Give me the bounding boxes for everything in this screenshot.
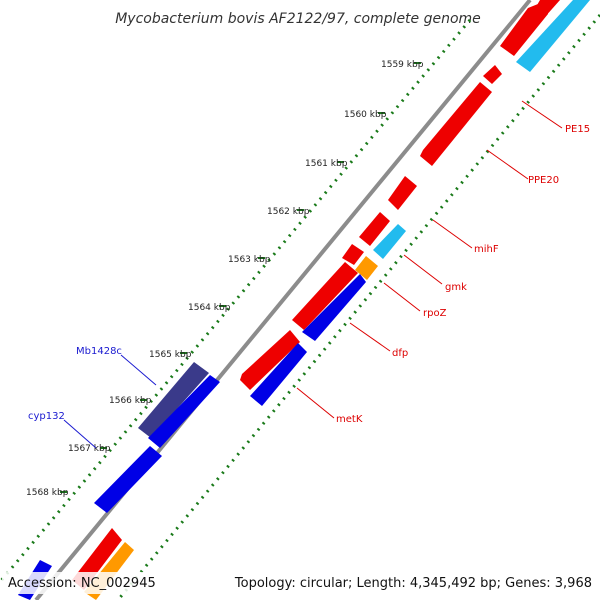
tick-label-1567: 1567 kbp [68,444,111,454]
tick-label-1564: 1564 kbp [188,303,231,313]
gene-label-cyp132: cyp132 [28,411,65,422]
gene-label-mihf: mihF [474,244,499,255]
topology-text: Topology: circular; Length: 4,345,492 bp… [234,576,592,591]
outer-dotted-ring [0,19,472,583]
genome-backbone [34,0,532,600]
gene-features [18,0,590,600]
tick-label-1562: 1562 kbp [267,207,310,217]
accession-text: Accession: NC_002945 [8,576,156,591]
gene-arrow-red-dfp[interactable] [292,262,358,330]
gene-arrow-blue-cyp132[interactable] [94,446,162,513]
footer-left-bg [2,572,148,594]
footer-right-bg [256,572,596,594]
leader-lines [63,100,563,449]
gene-arrow-red-small[interactable] [483,65,502,84]
gene-arrow-red-ppe20[interactable] [420,82,492,166]
map-title: Mycobacterium bovis AF2122/97, complete … [115,11,481,27]
gene-arrow-red-metk[interactable] [240,330,300,390]
gene-arrow-cyan-pe15[interactable] [516,0,590,72]
gene-label-pe15: PE15 [565,124,590,135]
tick-marks [60,62,421,493]
gene-arrow-red-a[interactable] [359,212,390,246]
gene-arrow-navy-mb1428c[interactable] [138,362,209,438]
gene-arrow-blue-a[interactable] [148,375,220,448]
gene-label-gmk: gmk [445,282,467,293]
gene-arrow-red-pe15[interactable] [500,0,548,56]
tick-label-1566: 1566 kbp [109,396,152,406]
tick-label-1565: 1565 kbp [149,350,192,360]
gene-label-metk: metK [336,414,363,425]
tick-label-1559: 1559 kbp [381,60,424,70]
tick-label-1560: 1560 kbp [344,110,387,120]
tick-label-1561: 1561 kbp [305,159,348,169]
gene-label-ppe20: PPE20 [528,175,559,186]
gene-label-rpoz: rpoZ [423,308,447,319]
tick-labels: 1559 kbp 1560 kbp 1561 kbp 1562 kbp 1563… [26,60,424,498]
gene-arrow-red-mihf[interactable] [388,176,417,210]
gene-arrow-red-b[interactable] [342,244,364,265]
gene-label-mb1428c: Mb1428c [76,346,122,357]
gene-label-dfp: dfp [392,348,408,359]
gene-arrow-orange-rpoz[interactable] [355,256,378,280]
tick-label-1563: 1563 kbp [228,255,271,265]
gene-arrow-cyan-gmk[interactable] [373,224,406,259]
gene-arrow-blue-metk[interactable] [250,343,307,406]
tick-label-1568: 1568 kbp [26,488,69,498]
gene-arrow-blue-dfp[interactable] [302,274,366,341]
